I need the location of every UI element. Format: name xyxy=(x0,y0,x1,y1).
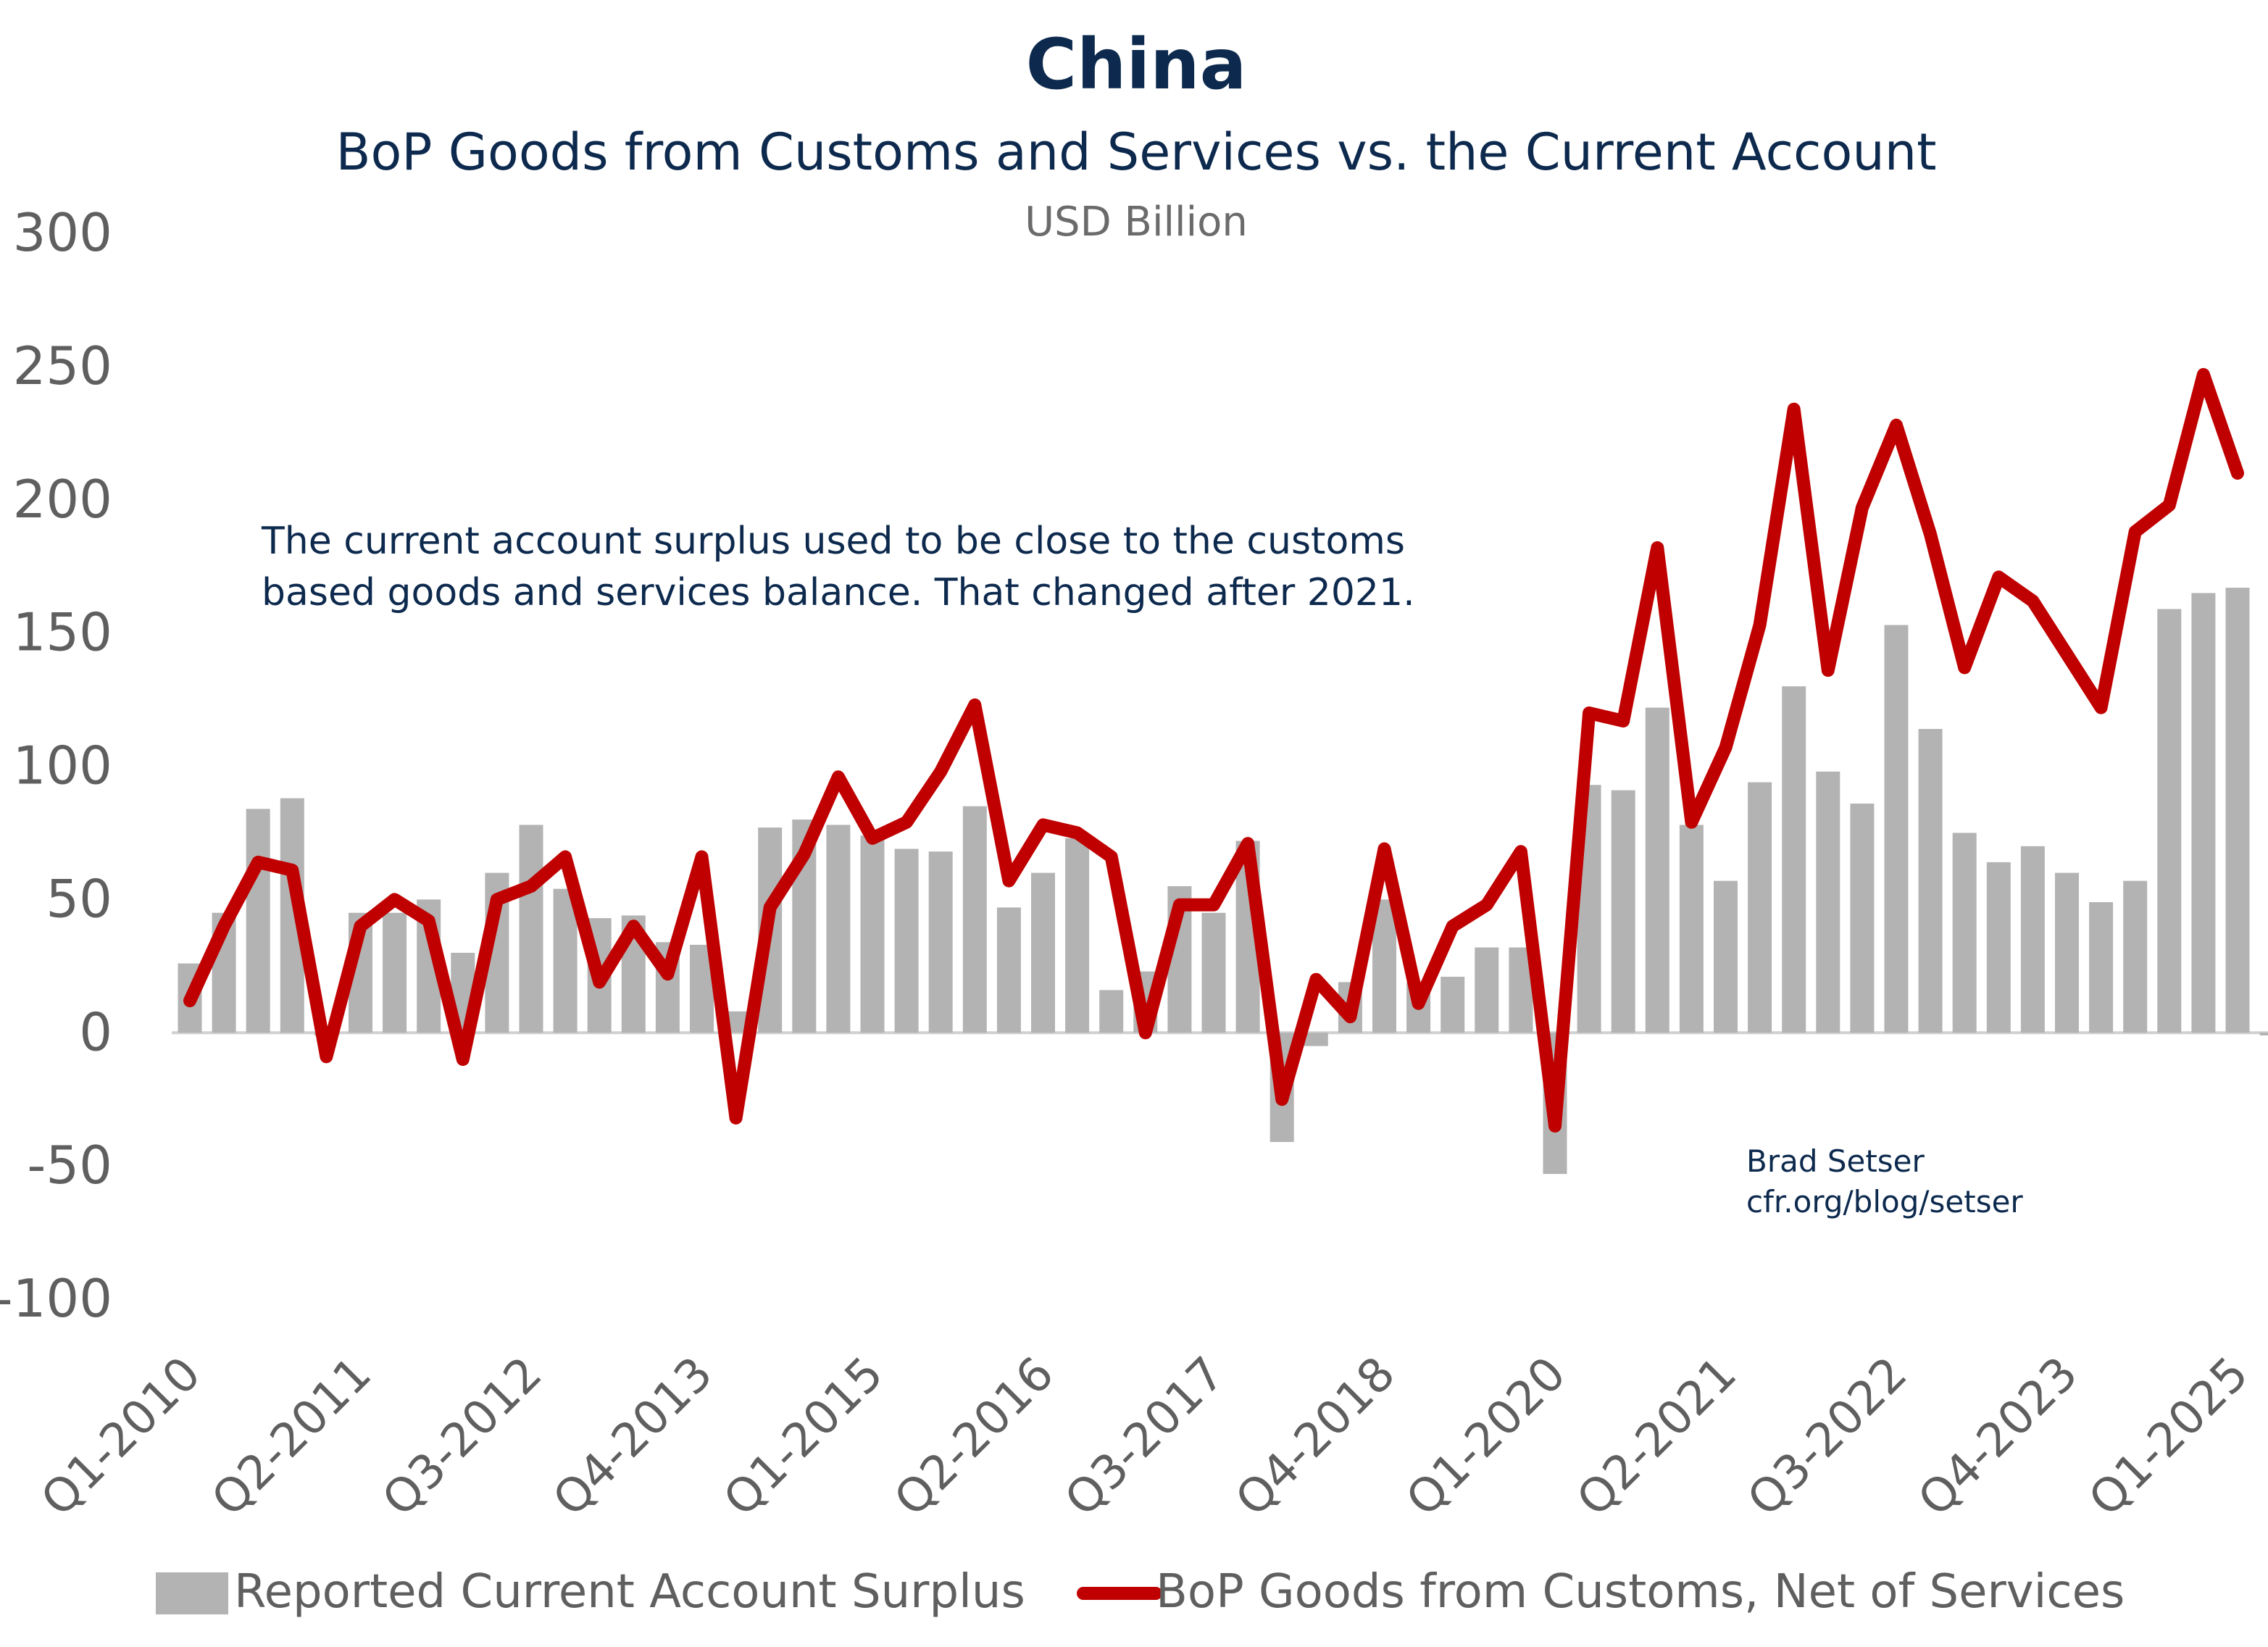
x-tick-label: Q2-2011 xyxy=(202,1347,382,1527)
credit-url: cfr.org/blog/setser xyxy=(1746,1184,2023,1219)
x-axis-ticks: Q1-2010Q2-2011Q3-2012Q4-2013Q1-2015Q2-20… xyxy=(31,1347,2259,1527)
bar-Q3-2010 xyxy=(246,809,270,1033)
y-tick-label: -50 xyxy=(27,1135,112,1196)
x-tick-label: Q4-2013 xyxy=(543,1347,723,1527)
bar-Q4-2014 xyxy=(826,825,851,1033)
bar-Q3-2019 xyxy=(1475,947,1499,1033)
y-tick-label: 300 xyxy=(13,202,112,263)
y-tick-label: 50 xyxy=(46,868,112,929)
bar-Q2-2023 xyxy=(1986,862,2011,1033)
x-tick-label: Q1-2010 xyxy=(31,1347,211,1527)
bar-Q1-2024 xyxy=(2089,902,2114,1033)
bar-Q4-2020 xyxy=(1645,707,1669,1033)
x-tick-label: Q3-2017 xyxy=(1055,1347,1235,1527)
bar-Q1-2015 xyxy=(860,835,885,1033)
bar-Q2-2024 xyxy=(2123,880,2148,1033)
y-tick-label: -100 xyxy=(0,1268,112,1329)
bar-Q1-2016 xyxy=(996,907,1021,1033)
annotation-line-2: based goods and services balance. That c… xyxy=(262,571,1415,614)
bar-Q2-2019 xyxy=(1441,977,1465,1033)
y-tick-label: 200 xyxy=(13,469,112,530)
bar-Q3-2020 xyxy=(1611,790,1635,1033)
bar-Q3-2022 xyxy=(1884,625,1909,1033)
bar-Q2-2015 xyxy=(894,848,919,1033)
legend-swatch-bar xyxy=(156,1572,228,1614)
bar-Q4-2022 xyxy=(1918,729,1943,1033)
bar-Q1-2023 xyxy=(1952,833,1977,1033)
chart-units: USD Billion xyxy=(1025,199,1248,246)
bar-Q4-2021 xyxy=(1782,686,1806,1033)
bar-Q3-2017 xyxy=(1201,912,1226,1033)
y-tick-label: 150 xyxy=(13,602,112,663)
annotation-line-1: The current account surplus used to be c… xyxy=(261,520,1405,563)
bar-Q3-2023 xyxy=(2020,846,2045,1033)
bar-Q2-2016 xyxy=(1031,872,1055,1033)
bar-Q4-2012 xyxy=(553,888,578,1033)
bar-Q2-2021 xyxy=(1714,880,1738,1033)
y-axis-ticks: 300 250 200 150 100 50 0 -50 -100 xyxy=(0,202,112,1329)
x-tick-label: Q1-2015 xyxy=(714,1347,893,1527)
bar-Q2-2018 xyxy=(1304,1033,1328,1046)
bar-Q4-2016 xyxy=(1099,990,1124,1033)
bar-Q4-2018 xyxy=(1372,899,1396,1033)
bar-Q2-2022 xyxy=(1850,803,1875,1033)
y-tick-label: 250 xyxy=(13,335,112,396)
legend: Reported Current Account Surplus BoP Goo… xyxy=(156,1565,2125,1619)
x-tick-label: Q4-2018 xyxy=(1226,1347,1406,1527)
x-tick-label: Q1-2020 xyxy=(1396,1347,1576,1527)
bar-Q3-2016 xyxy=(1065,838,1090,1033)
line-series-bop-goods-from-customs xyxy=(183,367,2244,1133)
bar-Q1-2022 xyxy=(1816,771,1840,1033)
y-tick-label: 100 xyxy=(13,735,112,796)
bar-Q4-2015 xyxy=(962,806,987,1033)
chart-subtitle: BoP Goods from Customs and Services vs. … xyxy=(335,122,1936,182)
bar-Q4-2024 xyxy=(2191,593,2216,1033)
bar-Q4-2023 xyxy=(2055,872,2079,1033)
y-tick-label: 0 xyxy=(79,1001,112,1062)
x-tick-label: Q2-2016 xyxy=(885,1347,1064,1527)
credit-author: Brad Setser xyxy=(1746,1143,1925,1179)
x-tick-label: Q4-2023 xyxy=(1909,1347,2088,1527)
x-tick-label: Q3-2012 xyxy=(372,1347,552,1527)
x-tick-label: Q2-2021 xyxy=(1567,1347,1747,1527)
legend-label-line: BoP Goods from Customs, Net of Services xyxy=(1156,1565,2125,1619)
legend-label-bar: Reported Current Account Surplus xyxy=(234,1565,1025,1619)
bar-Q3-2024 xyxy=(2157,609,2182,1033)
bar-Q3-2015 xyxy=(928,851,953,1033)
bar-Q3-2021 xyxy=(1748,782,1772,1033)
x-tick-label: Q3-2022 xyxy=(1738,1347,1917,1527)
chart-title: China xyxy=(1026,24,1247,105)
bar-Q1-2021 xyxy=(1679,825,1704,1033)
bar-Q3-2011 xyxy=(383,912,407,1033)
bar-Q2-2025 xyxy=(2259,1033,2268,1035)
x-tick-label: Q1-2025 xyxy=(2079,1347,2259,1527)
bar-Q3-2012 xyxy=(519,825,543,1033)
bar-Q1-2025 xyxy=(2225,588,2250,1033)
